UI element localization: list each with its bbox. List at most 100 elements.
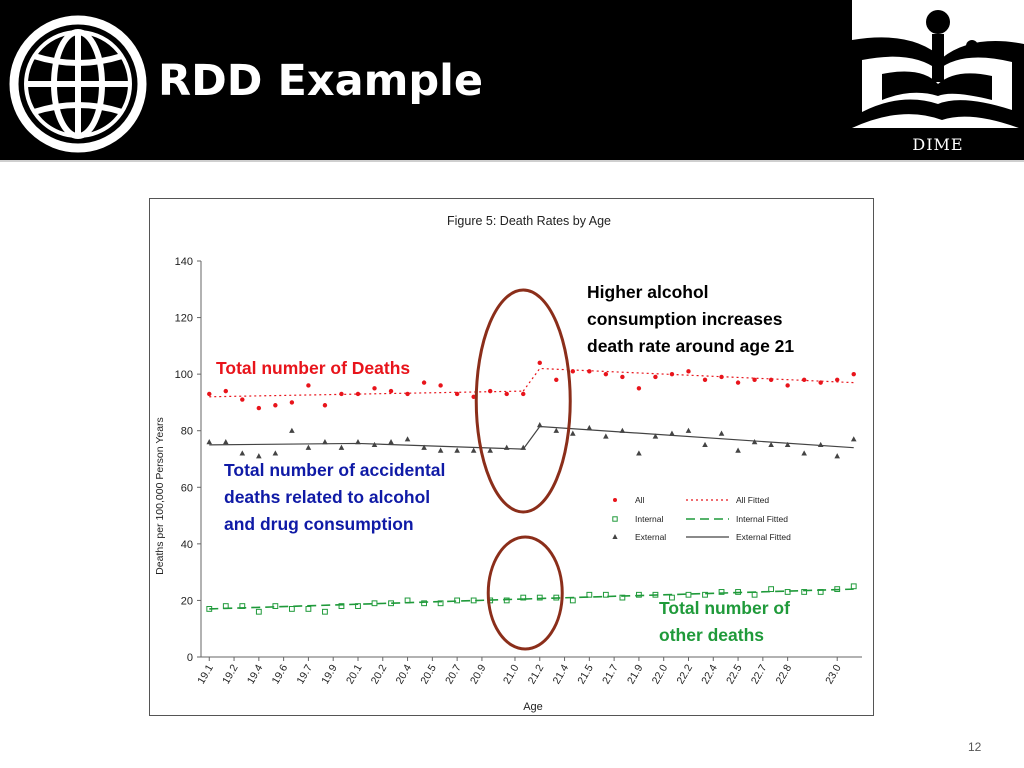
x-tick-label: 20.5 [418, 662, 439, 686]
point-external [487, 447, 493, 453]
cutoff-ellipse-lower [486, 535, 564, 651]
x-tick-label: 19.7 [294, 662, 315, 686]
point-all [669, 371, 675, 377]
world-bank-globe-icon [9, 15, 147, 153]
point-internal [586, 591, 593, 598]
x-tick-label: 19.6 [270, 662, 291, 686]
point-external [652, 433, 659, 439]
point-external [421, 444, 427, 450]
point-external [536, 422, 543, 428]
point-all [818, 380, 823, 385]
point-all [521, 391, 526, 397]
legend-label: Internal [635, 514, 663, 524]
point-external [289, 427, 295, 433]
page-number: 12 [968, 740, 982, 754]
point-external [454, 447, 460, 453]
x-tick-label: 22.7 [749, 662, 770, 686]
point-all [835, 377, 840, 382]
point-internal [801, 589, 808, 595]
point-internal [454, 597, 461, 604]
x-tick-label: 20.2 [369, 662, 390, 686]
point-all [421, 380, 427, 385]
point-all [306, 383, 311, 388]
x-tick-label: 21.0 [501, 662, 522, 686]
point-external [239, 450, 246, 456]
point-external [520, 444, 527, 450]
point-all [801, 377, 807, 382]
point-internal [619, 594, 626, 601]
annotation-total-deaths: Total number of Deaths [216, 358, 411, 378]
point-external [503, 444, 510, 450]
point-all [240, 397, 245, 402]
annotation-other-deaths: Total number of other deaths [659, 598, 790, 645]
chart-title: Figure 5: Death Rates by Age [447, 214, 611, 228]
point-all [653, 374, 658, 380]
point-external [256, 453, 262, 459]
y-tick-label: 40 [181, 539, 193, 551]
point-all [256, 405, 262, 411]
point-external [355, 439, 361, 445]
point-external [388, 439, 394, 445]
y-tick-label: 80 [181, 426, 193, 438]
point-external [603, 433, 609, 439]
point-all [207, 391, 212, 397]
point-external [272, 450, 279, 456]
point-external [718, 430, 725, 436]
point-all [554, 377, 559, 382]
point-external [751, 439, 758, 445]
point-external [817, 441, 824, 448]
point-all [752, 377, 757, 382]
death-rates-chart: Figure 5: Death Rates by Age Deaths per … [154, 214, 862, 713]
point-external [850, 436, 857, 442]
legend-label: External [635, 532, 666, 542]
x-tick-label: 21.7 [600, 662, 621, 686]
x-tick-label: 21.9 [625, 662, 646, 686]
point-all [355, 391, 361, 397]
point-internal [553, 594, 560, 601]
point-all [785, 383, 790, 388]
point-external [371, 441, 378, 448]
x-tick-label: 20.9 [468, 662, 489, 686]
y-tick-label: 60 [181, 482, 193, 494]
point-external [801, 450, 807, 456]
point-external [586, 424, 593, 431]
point-all [388, 388, 394, 394]
point-internal [850, 583, 857, 590]
x-tick-label: 22.2 [674, 662, 695, 686]
point-internal [768, 586, 775, 593]
y-tick-label: 100 [175, 369, 193, 381]
x-tick-label: 19.2 [220, 662, 241, 686]
fitted-line-dotted [209, 390, 524, 398]
point-external [834, 453, 841, 459]
point-internal [239, 603, 246, 609]
point-internal [322, 608, 328, 615]
chart-legend: All Internal External All Fitted Internal Fi… [612, 495, 791, 542]
point-internal [371, 600, 378, 607]
point-internal [288, 606, 295, 612]
x-tick-label: 21.2 [526, 662, 547, 686]
point-internal [569, 597, 576, 604]
point-external [735, 447, 741, 453]
point-internal [503, 597, 510, 604]
point-external [322, 439, 328, 445]
point-external [702, 441, 708, 448]
point-internal [255, 608, 262, 615]
point-external [404, 436, 411, 442]
point-internal [536, 594, 543, 601]
point-internal [784, 589, 791, 595]
point-internal [355, 603, 361, 609]
point-external [685, 427, 692, 433]
highlight-ellipses [474, 288, 572, 651]
y-tick-label: 20 [181, 595, 193, 607]
point-internal [470, 597, 477, 604]
point-external [570, 430, 576, 436]
x-tick-label: 20.1 [344, 662, 365, 686]
point-all [587, 369, 592, 374]
data-points [206, 360, 857, 615]
point-internal [421, 600, 427, 607]
point-all [570, 369, 576, 374]
point-external [222, 439, 229, 445]
point-all [438, 383, 443, 388]
point-internal [817, 589, 824, 595]
x-tick-label: 22.8 [774, 662, 795, 686]
